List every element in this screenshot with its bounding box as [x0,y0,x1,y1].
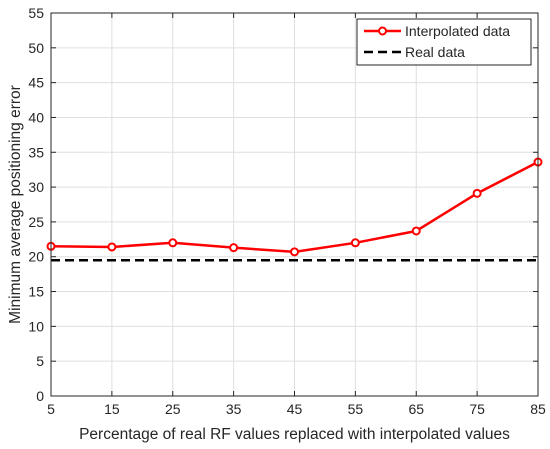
x-tick-label: 65 [408,401,424,417]
y-tick-label: 55 [28,5,44,21]
data-point [472,188,482,198]
x-axis-label: Percentage of real RF values replaced wi… [79,426,510,443]
series-layer [46,157,543,262]
data-point [168,238,178,248]
x-tick-label: 25 [165,401,181,417]
legend-marker-interpolated [378,26,387,36]
x-tick-label: 15 [104,401,120,417]
y-tick-label: 30 [28,179,44,195]
y-axis-ticks: 0 5 10 15 20 25 30 35 40 45 50 55 [28,5,538,404]
legend-box [356,18,532,66]
data-point [229,243,239,253]
y-tick-label: 50 [28,40,44,56]
y-tick-label: 0 [36,388,44,404]
y-tick-label: 35 [28,144,44,160]
y-tick-label: 15 [28,284,44,300]
x-tick-label: 45 [287,401,303,417]
y-tick-label: 45 [28,75,44,91]
y-axis-label: Minimum average positioning error [7,85,24,324]
y-tick-label: 5 [36,353,44,369]
data-point [290,247,299,257]
legend-label-real: Real data [405,44,465,60]
legend-label-interpolated: Interpolated data [405,23,510,39]
x-axis-ticks: 5 15 25 35 45 55 65 75 85 [47,13,546,417]
x-tick-label: 35 [226,401,242,417]
x-tick-label: 55 [348,401,364,417]
x-tick-label: 5 [47,401,55,417]
y-tick-label: 10 [28,318,44,334]
y-tick-label: 25 [28,214,44,230]
x-tick-label: 85 [530,401,546,417]
data-point [107,242,117,252]
y-tick-label: 20 [28,249,44,265]
y-tick-label: 40 [28,109,44,125]
legend: Interpolated data Real data [356,18,532,66]
data-point [350,238,360,248]
data-point [411,226,421,236]
x-tick-label: 75 [469,401,485,417]
